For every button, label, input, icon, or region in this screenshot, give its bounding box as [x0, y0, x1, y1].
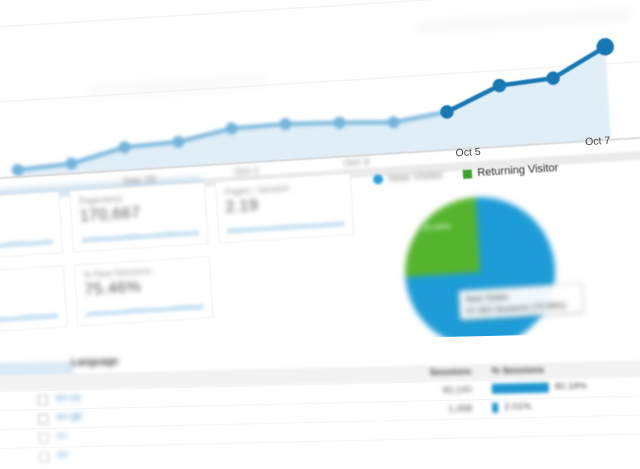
percent-value: 80.18% — [554, 380, 588, 393]
sessions-value: 60,140 — [442, 384, 472, 396]
language-link[interactable]: en-us — [55, 392, 82, 404]
area-fill — [17, 46, 612, 177]
percent-value: 2.01% — [504, 400, 532, 413]
metric-card-bounce-rate[interactable]: Bounce Rate 75.99% — [0, 265, 68, 336]
returning-visitor-square-icon — [463, 168, 473, 179]
percent-bar — [491, 382, 549, 394]
x-tick: Oct 3 — [343, 155, 370, 170]
language-table-section: Language Sessions % Sessions en-us 60,14… — [0, 331, 640, 469]
percent-sessions-column-header[interactable]: % Sessions — [491, 364, 545, 377]
line-series-sharp-right[interactable] — [439, 38, 616, 119]
x-tick: Oct 1 — [233, 164, 260, 179]
sparkline — [0, 313, 59, 327]
percent-cell: 2.01% — [492, 401, 531, 413]
legend-label: New Visitor — [387, 169, 444, 185]
language-column-header[interactable]: Language — [70, 356, 119, 369]
metric-card-pages-per-session[interactable]: Pages / Session 2.19 — [214, 173, 355, 244]
percent-bar — [492, 402, 499, 413]
pie-tooltip: New Visitor 57,352 Sessions (74.96%) — [458, 282, 584, 321]
metric-card-sessions[interactable]: Sessions 75,991 — [0, 191, 64, 262]
sessions-value — [413, 422, 473, 423]
checkbox-icon[interactable] — [37, 394, 49, 406]
data-point-oct7-peak — [596, 38, 614, 56]
checkbox-icon[interactable] — [39, 451, 50, 463]
x-axis-line — [0, 132, 640, 181]
language-link[interactable]: de — [57, 449, 69, 461]
language-link[interactable]: en-gb — [56, 411, 83, 423]
sparkline — [85, 303, 204, 317]
sessions-value: 1,498 — [448, 403, 473, 415]
checkbox-icon[interactable] — [38, 413, 49, 425]
dashboard-upper-section: Sep 29 Oct 1 Oct 3 Oct 5 Oct 7 New Visit… — [0, 0, 640, 352]
metric-cards: Sessions 75,991 Pageviews 170,667 Pages … — [0, 173, 361, 336]
sessions-column-header[interactable]: Sessions — [429, 366, 472, 379]
sparkline — [0, 239, 54, 253]
x-tick-oct7: Oct 7 — [584, 134, 611, 149]
x-tick-oct5: Oct 5 — [455, 145, 482, 160]
metric-card-pageviews[interactable]: Pageviews 170,667 — [69, 182, 209, 253]
new-visitor-dot-icon — [372, 174, 384, 185]
percent-cell: 80.18% — [491, 380, 588, 394]
line-series-blurred-left — [11, 109, 449, 176]
language-link[interactable]: es — [56, 430, 68, 442]
pie-green-slice-label: 25.04% — [421, 220, 452, 233]
metric-card-new-sessions[interactable]: % New Sessions 75.46% — [73, 256, 214, 327]
sparkline — [81, 230, 200, 244]
sparkline — [226, 220, 345, 234]
visitor-pie-chart[interactable] — [400, 192, 560, 352]
